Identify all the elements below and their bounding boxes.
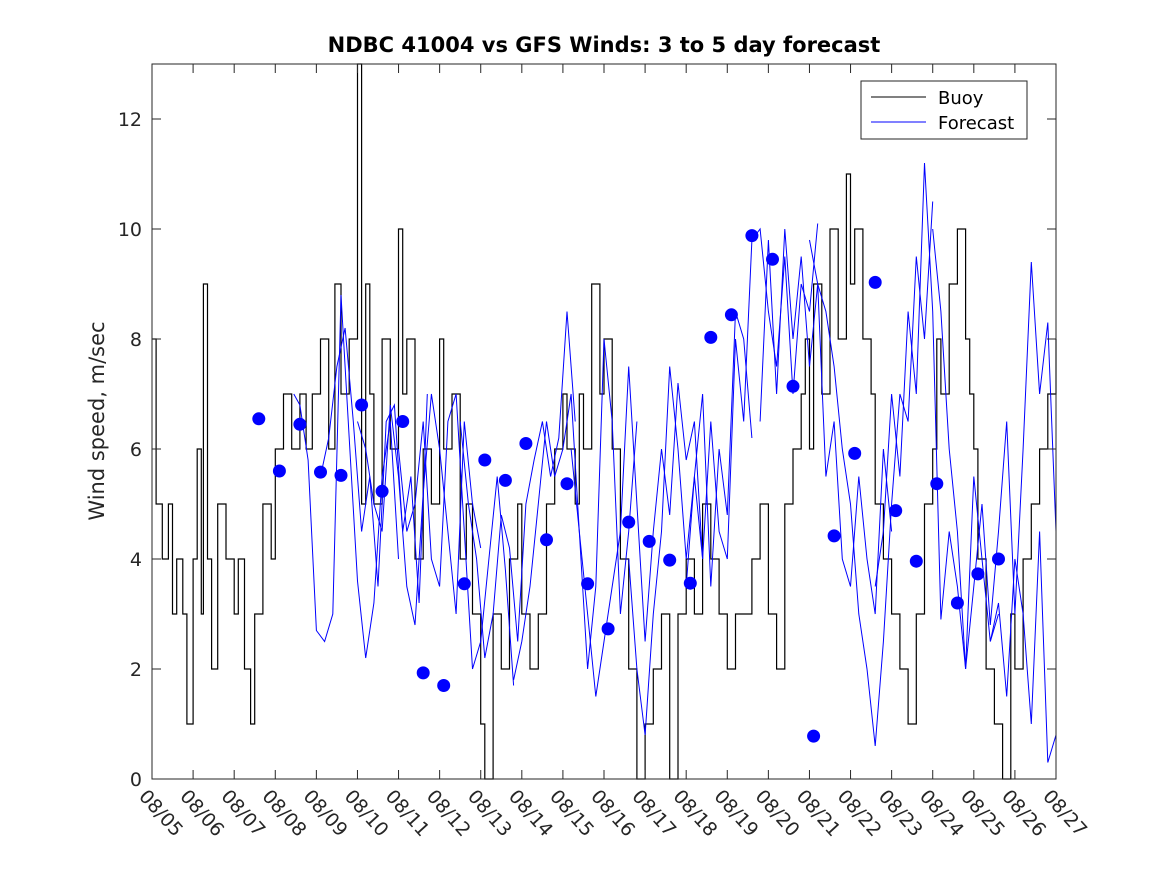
legend: Buoy Forecast — [860, 80, 1028, 140]
y-tick-label: 4 — [130, 549, 142, 571]
y-axis-label: Wind speed, m/sec — [85, 321, 109, 520]
legend-box — [860, 80, 1028, 140]
buoy-line — [152, 63, 1057, 780]
forecast-point — [478, 453, 492, 467]
legend-buoy-label: Buoy — [938, 88, 984, 109]
forecast-point — [416, 666, 430, 680]
y-tick-label: 10 — [118, 219, 142, 241]
forecast-point — [766, 252, 779, 266]
forecast-line-4 — [398, 393, 515, 686]
forecast-point — [498, 473, 512, 487]
forecast-point — [992, 552, 1005, 566]
forecast-point — [868, 275, 882, 289]
y-tick-label: 2 — [130, 659, 142, 681]
forecast-point — [848, 446, 862, 460]
forecast-line-11 — [809, 201, 934, 747]
forecast-point — [642, 534, 656, 548]
forecast-point — [663, 553, 677, 567]
forecast-line-7 — [570, 366, 704, 697]
forecast-point — [540, 533, 553, 547]
forecast-point — [909, 554, 923, 568]
forecast-point — [807, 729, 821, 743]
forecast-point — [704, 330, 718, 344]
forecast-point — [745, 229, 759, 243]
chart-title: NDBC 41004 vs GFS Winds: 3 to 5 day fore… — [328, 33, 881, 57]
forecast-point — [519, 437, 533, 450]
y-tick-label: 8 — [130, 329, 142, 351]
forecast-point — [930, 477, 944, 491]
forecast-point — [622, 515, 636, 529]
y-tick-label: 6 — [130, 439, 142, 461]
forecast-line-6 — [513, 338, 638, 681]
legend-forecast-label: Forecast — [938, 113, 1014, 134]
forecast-line-8 — [628, 311, 753, 736]
forecast-line-12 — [874, 162, 999, 670]
forecast-point — [252, 412, 266, 426]
forecast-line-5 — [459, 311, 576, 659]
forecast-point — [786, 379, 800, 393]
forecast-line-3 — [357, 393, 482, 626]
forecast-point — [396, 415, 410, 428]
y-tick-label: 0 — [130, 769, 142, 791]
forecast-point — [334, 468, 348, 482]
forecast-point — [314, 465, 327, 479]
y-tick-label: 12 — [118, 109, 142, 131]
forecast-line-14 — [989, 531, 1057, 763]
buoy-series — [152, 63, 1057, 780]
forecast-point — [601, 622, 615, 636]
forecast-point — [375, 484, 389, 498]
forecast-point — [889, 504, 903, 518]
forecast-line-13 — [932, 228, 1057, 670]
forecast-point — [581, 577, 595, 591]
forecast-point — [437, 679, 451, 692]
forecast-point — [724, 308, 738, 322]
forecast-point — [457, 577, 471, 591]
forecast-point — [355, 398, 369, 412]
forecast-point — [560, 477, 574, 491]
forecast-point — [827, 529, 841, 543]
forecast-point — [683, 576, 697, 590]
forecast-point — [293, 417, 307, 431]
forecast-line-2 — [320, 327, 428, 604]
forecast-line-10 — [759, 228, 893, 615]
forecast-points — [252, 229, 1005, 743]
forecast-point — [272, 464, 286, 478]
forecast-point — [950, 596, 964, 610]
forecast-point — [971, 567, 985, 581]
